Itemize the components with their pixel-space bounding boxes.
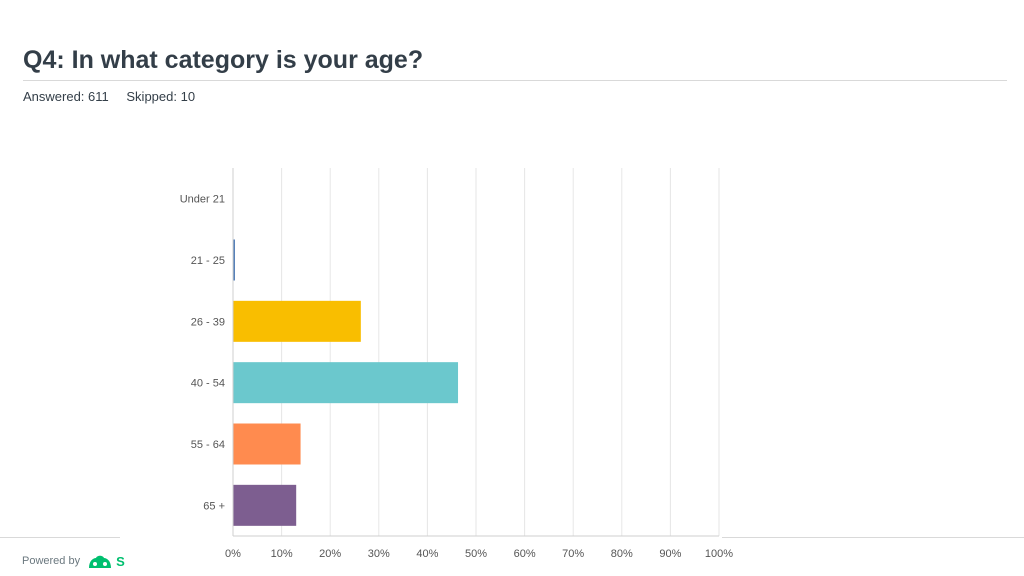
- logo-letter: S: [116, 553, 125, 569]
- x-tick-label: 70%: [562, 548, 584, 560]
- bar[interactable]: [233, 239, 235, 281]
- x-tick-label: 20%: [319, 548, 341, 560]
- x-tick-label: 30%: [368, 548, 390, 560]
- skipped-count: Skipped: 10: [126, 89, 196, 104]
- answered-count: Answered: 611: [23, 89, 109, 104]
- category-label: 55 - 64: [191, 439, 225, 451]
- bar[interactable]: [233, 362, 459, 404]
- category-label: 21 - 25: [191, 255, 225, 267]
- powered-by-label: Powered by: [22, 555, 81, 567]
- x-tick-label: 60%: [514, 548, 536, 560]
- x-tick-label: 100%: [705, 548, 733, 560]
- powered-by[interactable]: Powered by S: [22, 552, 125, 570]
- bar[interactable]: [233, 423, 301, 465]
- response-stats: Answered: 611 Skipped: 10: [23, 89, 209, 104]
- footer-divider-right: [722, 537, 1024, 538]
- x-tick-label: 0%: [225, 548, 241, 560]
- x-tick-label: 90%: [659, 548, 681, 560]
- title-divider: [23, 80, 1007, 81]
- x-tick-label: 10%: [271, 548, 293, 560]
- category-label: 26 - 39: [191, 316, 225, 328]
- x-tick-label: 50%: [465, 548, 487, 560]
- category-label: Under 21: [180, 194, 225, 206]
- x-tick-label: 40%: [416, 548, 438, 560]
- footer-divider-left: [0, 537, 120, 538]
- surveymonkey-logo-icon: [89, 555, 112, 568]
- category-label: 40 - 54: [191, 378, 225, 390]
- category-label: 65 +: [203, 500, 225, 512]
- bar[interactable]: [233, 300, 361, 342]
- x-tick-label: 80%: [611, 548, 633, 560]
- bar[interactable]: [233, 484, 297, 526]
- question-title: Q4: In what category is your age?: [23, 46, 424, 74]
